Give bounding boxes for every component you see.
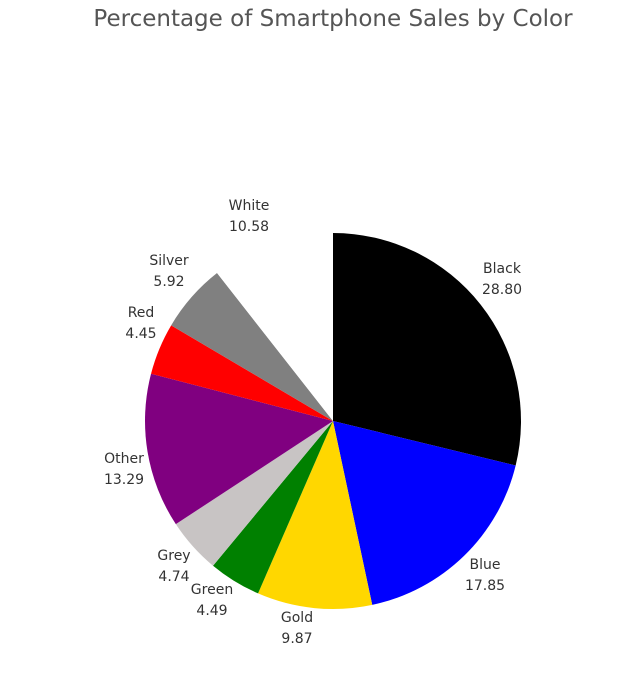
slice-value-green: 4.49 [196, 603, 227, 619]
slice-label-green: Green [191, 582, 233, 598]
pie-slice-red[interactable] [151, 325, 333, 421]
slice-label-red: Red [128, 305, 155, 321]
slice-label-gold: Gold [281, 610, 313, 626]
pie-slice-other[interactable] [145, 373, 333, 525]
pie-slice-blue[interactable] [333, 421, 516, 605]
pie-slice-black[interactable] [333, 233, 522, 466]
slice-value-red: 4.45 [125, 326, 156, 342]
pie-slice-white[interactable] [217, 233, 333, 421]
slice-value-silver: 5.92 [153, 274, 184, 290]
slice-value-black: 28.80 [482, 282, 522, 298]
slice-value-blue: 17.85 [465, 578, 505, 594]
slice-value-gold: 9.87 [281, 631, 312, 647]
slice-label-black: Black [483, 261, 522, 277]
pie-slices [145, 233, 522, 609]
pie-slice-green[interactable] [213, 421, 333, 594]
slice-label-silver: Silver [149, 253, 189, 269]
slice-value-white: 10.58 [229, 219, 269, 235]
pie-labels: Black 28.80 Blue 17.85 Gold 9.87 Green 4.49 Grey… [104, 198, 522, 647]
pie-slice-grey[interactable] [175, 421, 333, 566]
slice-label-other: Other [104, 451, 144, 467]
slice-value-other: 13.29 [104, 472, 144, 488]
slice-label-white: White [229, 198, 270, 214]
pie-slice-gold[interactable] [258, 421, 373, 609]
chart-title: Percentage of Smartphone Sales by Color [93, 6, 573, 32]
slice-value-grey: 4.74 [158, 569, 189, 585]
slice-label-blue: Blue [470, 557, 501, 573]
slice-label-grey: Grey [157, 548, 190, 564]
pie-slice-silver[interactable] [171, 273, 333, 421]
